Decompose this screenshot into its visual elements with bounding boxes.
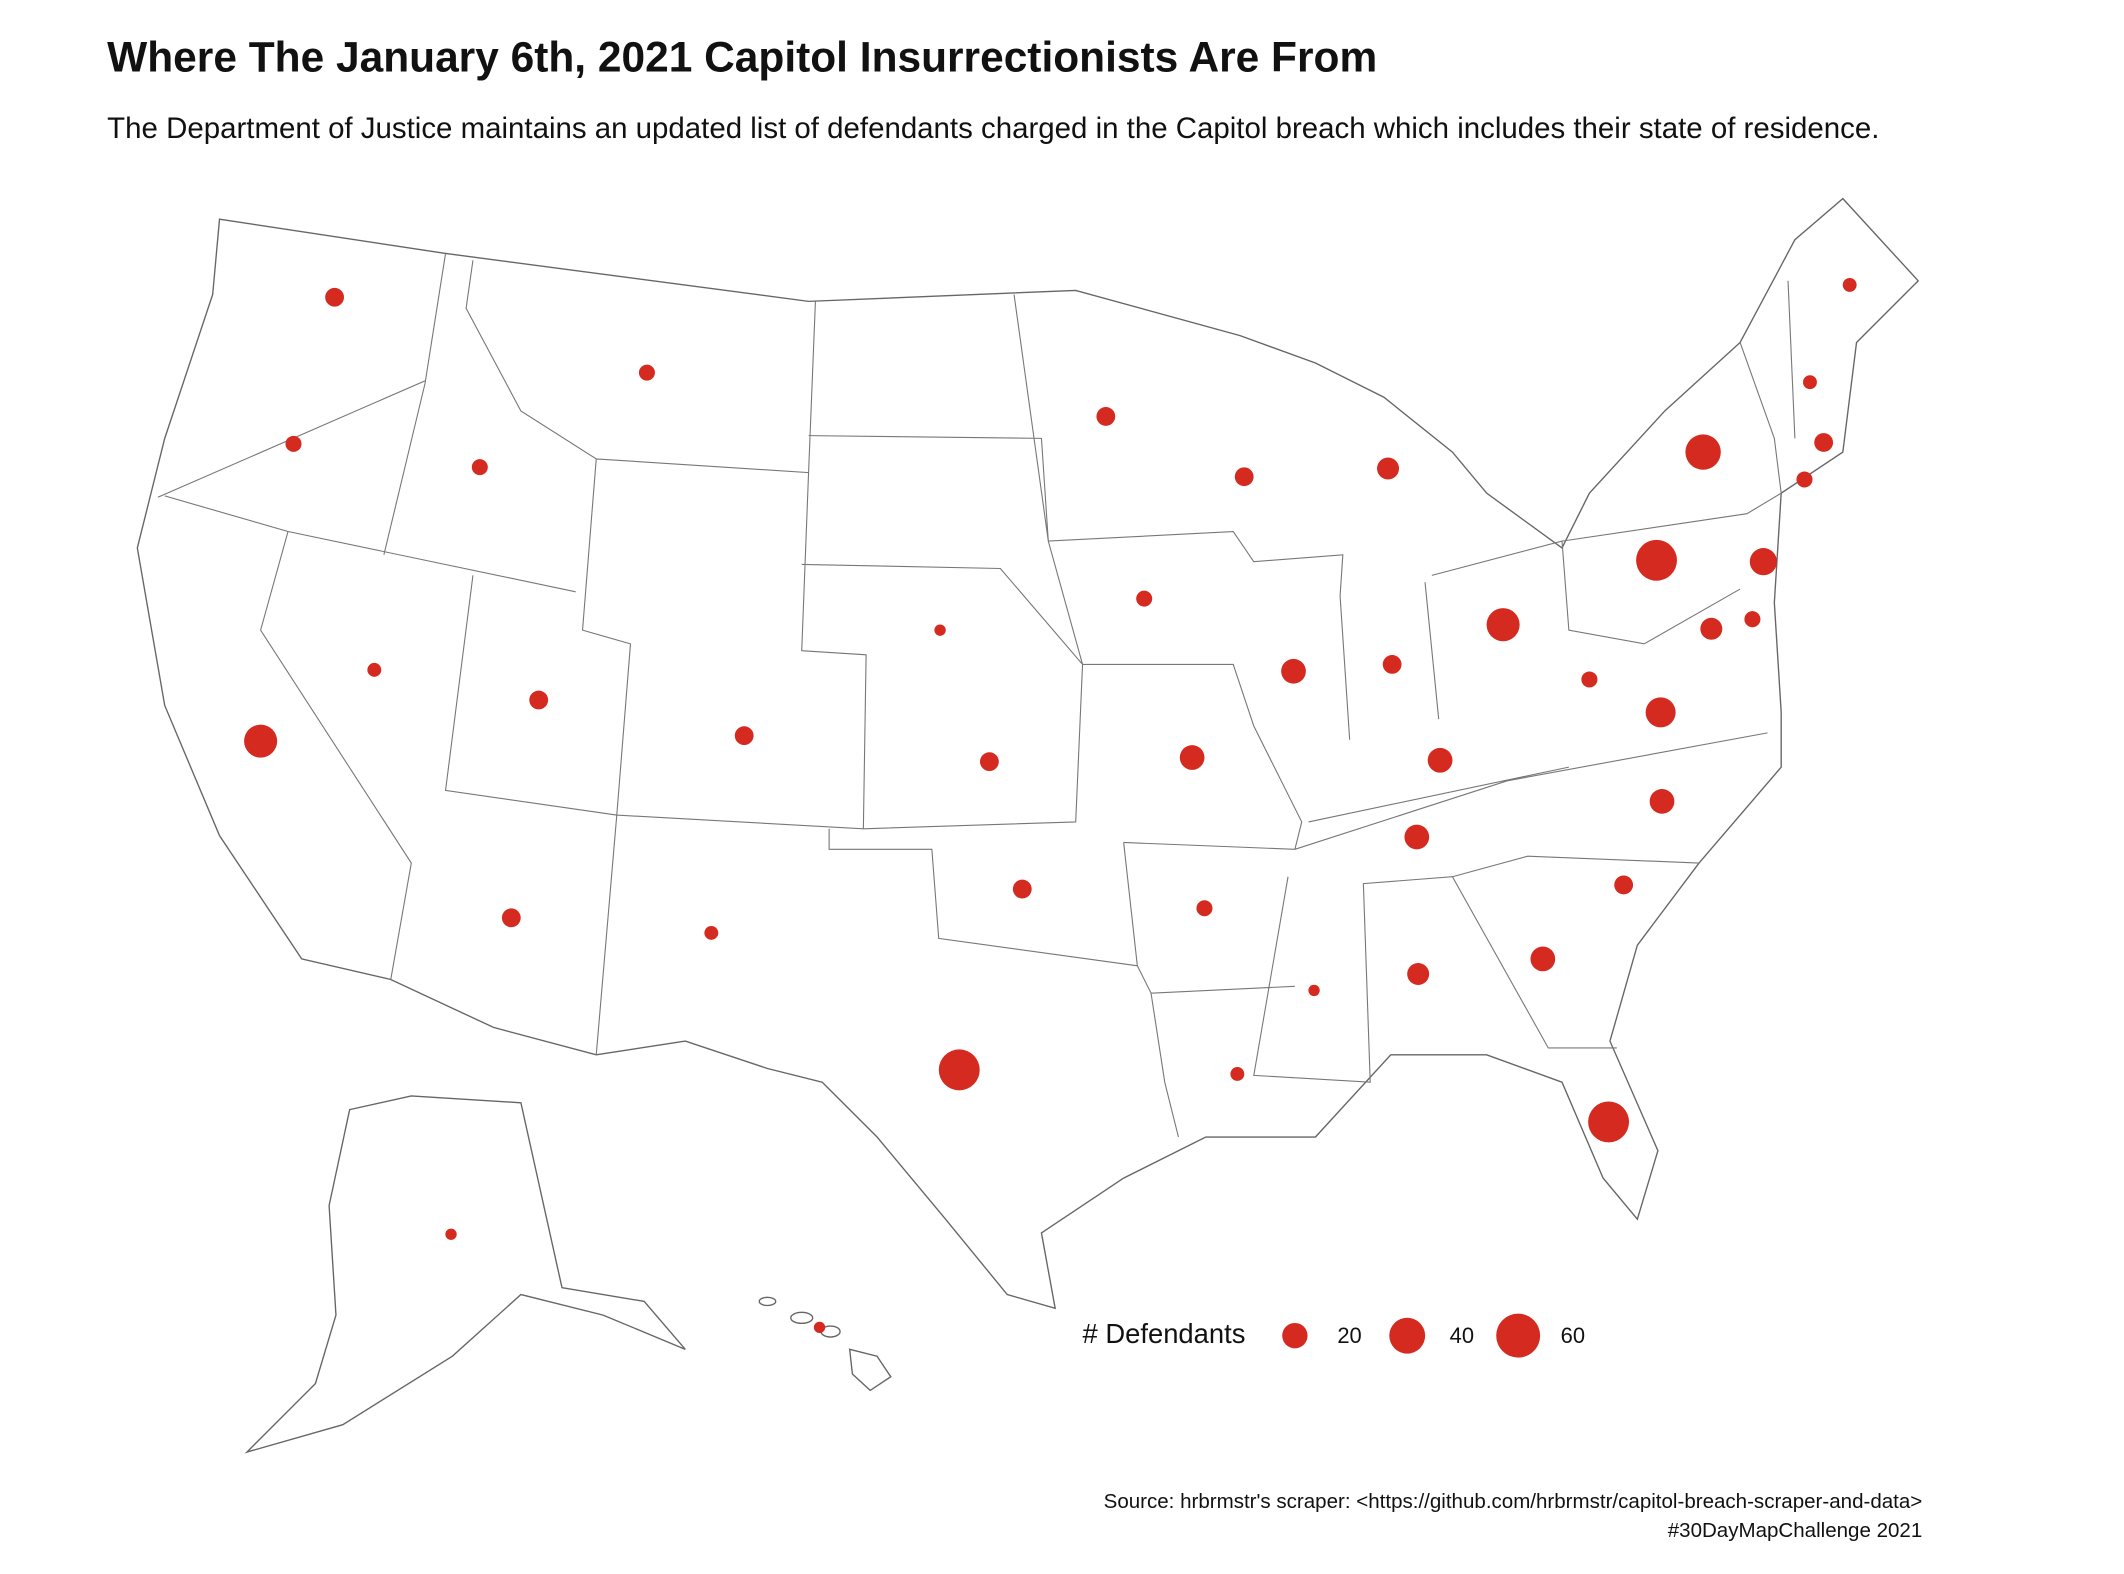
hawaii-island [758, 1296, 777, 1307]
state-bubble [1685, 434, 1721, 470]
state-bubble [1581, 671, 1598, 688]
state-bubble [1645, 697, 1676, 728]
state-bubble [1486, 608, 1520, 642]
state-bubble [1636, 539, 1677, 581]
state-bubble [1096, 407, 1116, 426]
size-legend-key [1496, 1313, 1541, 1358]
state-bubble [244, 724, 278, 758]
state-bubble [1749, 548, 1777, 576]
state-bubble [325, 287, 344, 307]
state-bubble [1744, 611, 1761, 628]
state-bubble [471, 459, 488, 476]
state-bubble [979, 752, 999, 772]
state-bubble [1530, 946, 1556, 972]
state-bubble [1308, 984, 1320, 997]
state-bubble [285, 435, 302, 452]
state-bubble [1700, 617, 1723, 640]
hawaii-island [848, 1348, 892, 1392]
size-legend-label: 60 [1561, 1323, 1585, 1348]
hawaii-island [790, 1311, 814, 1324]
state-bubble [1377, 457, 1400, 480]
alaska-outline [244, 1095, 686, 1454]
state-bubble [1234, 467, 1254, 487]
state-bubble [1136, 590, 1153, 607]
state-bubble [1814, 433, 1834, 452]
source-note: Source: hrbrmstr's scraper: <https://git… [1104, 1490, 1923, 1513]
state-bubble [734, 726, 754, 746]
state-bubble [1404, 824, 1430, 850]
state-bubble [934, 624, 946, 636]
state-bubble [1796, 471, 1813, 488]
size-legend-label: 20 [1337, 1323, 1361, 1348]
state-bubble [1842, 277, 1857, 292]
state-bubble [1803, 375, 1817, 390]
chart-title: Where The January 6th, 2021 Capitol Insu… [107, 33, 1377, 80]
state-bubble [1012, 879, 1032, 899]
challenge-note: #30DayMapChallenge 2021 [1668, 1519, 1923, 1542]
state-bubble [1588, 1101, 1630, 1143]
state-bubble [529, 690, 549, 710]
state-bubble [1196, 900, 1213, 917]
state-borders [157, 253, 1796, 1138]
state-bubble [1382, 654, 1402, 674]
size-legend-title: # Defendants [1083, 1318, 1246, 1349]
state-bubble [1649, 789, 1675, 814]
state-bubble [367, 662, 382, 677]
state-bubble [1281, 658, 1306, 684]
state-bubble [1179, 745, 1205, 770]
state-bubble [813, 1321, 826, 1334]
state-bubble [938, 1049, 980, 1091]
state-bubble [501, 908, 521, 928]
state-bubble [445, 1228, 457, 1240]
chart-subtitle: The Department of Justice maintains an u… [107, 112, 1879, 145]
state-bubble [638, 364, 655, 381]
state-bubble [1407, 963, 1430, 985]
size-legend-label: 40 [1450, 1323, 1474, 1348]
state-bubble [704, 925, 719, 940]
state-bubble [1230, 1067, 1245, 1081]
basemap [136, 197, 1920, 1454]
size-legend-key [1389, 1317, 1426, 1354]
state-bubble [1614, 875, 1634, 895]
size-legend-key [1282, 1322, 1308, 1349]
hawaii-outline [758, 1296, 892, 1392]
lower-48-outline [136, 197, 1920, 1310]
state-bubble [1427, 747, 1453, 773]
